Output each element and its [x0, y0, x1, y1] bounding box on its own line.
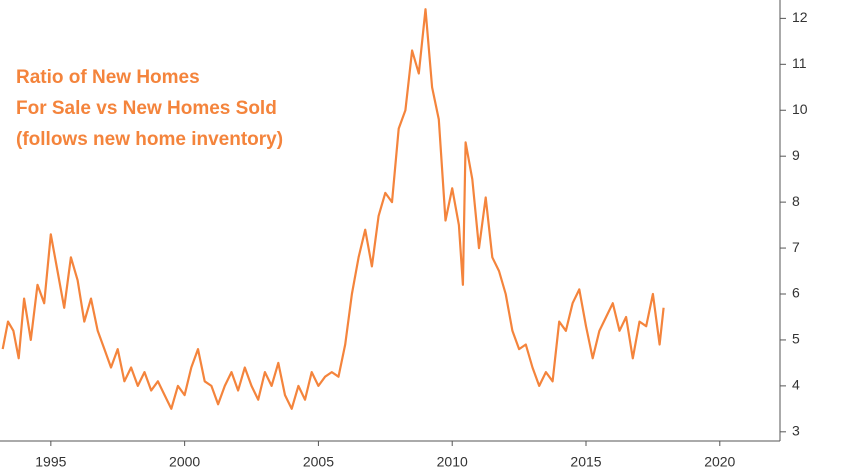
y-tick-label: 8 [792, 193, 800, 209]
annotation: (follows new home inventory) [16, 129, 283, 150]
y-tick-label: 4 [792, 377, 800, 393]
y-tick-label: 3 [792, 423, 800, 439]
y-tick-label: 7 [792, 239, 800, 255]
x-tick-label: 2020 [704, 454, 735, 470]
x-tick-label: 1995 [35, 454, 66, 470]
x-tick-label: 2015 [570, 454, 601, 470]
y-tick-label: 9 [792, 147, 800, 163]
data-line [1, 8, 665, 410]
y-tick-label: 6 [792, 285, 800, 301]
y-tick-label: 12 [792, 9, 808, 25]
annotation: For Sale vs New Homes Sold [16, 98, 277, 119]
x-tick-label: 2005 [303, 454, 334, 470]
y-tick-label: 5 [792, 331, 800, 347]
annotation: Ratio of New Homes [16, 67, 200, 88]
y-tick-label: 10 [792, 101, 808, 117]
x-tick-label: 2010 [437, 454, 468, 470]
x-tick-label: 2000 [169, 454, 200, 470]
y-tick-label: 11 [792, 55, 807, 71]
